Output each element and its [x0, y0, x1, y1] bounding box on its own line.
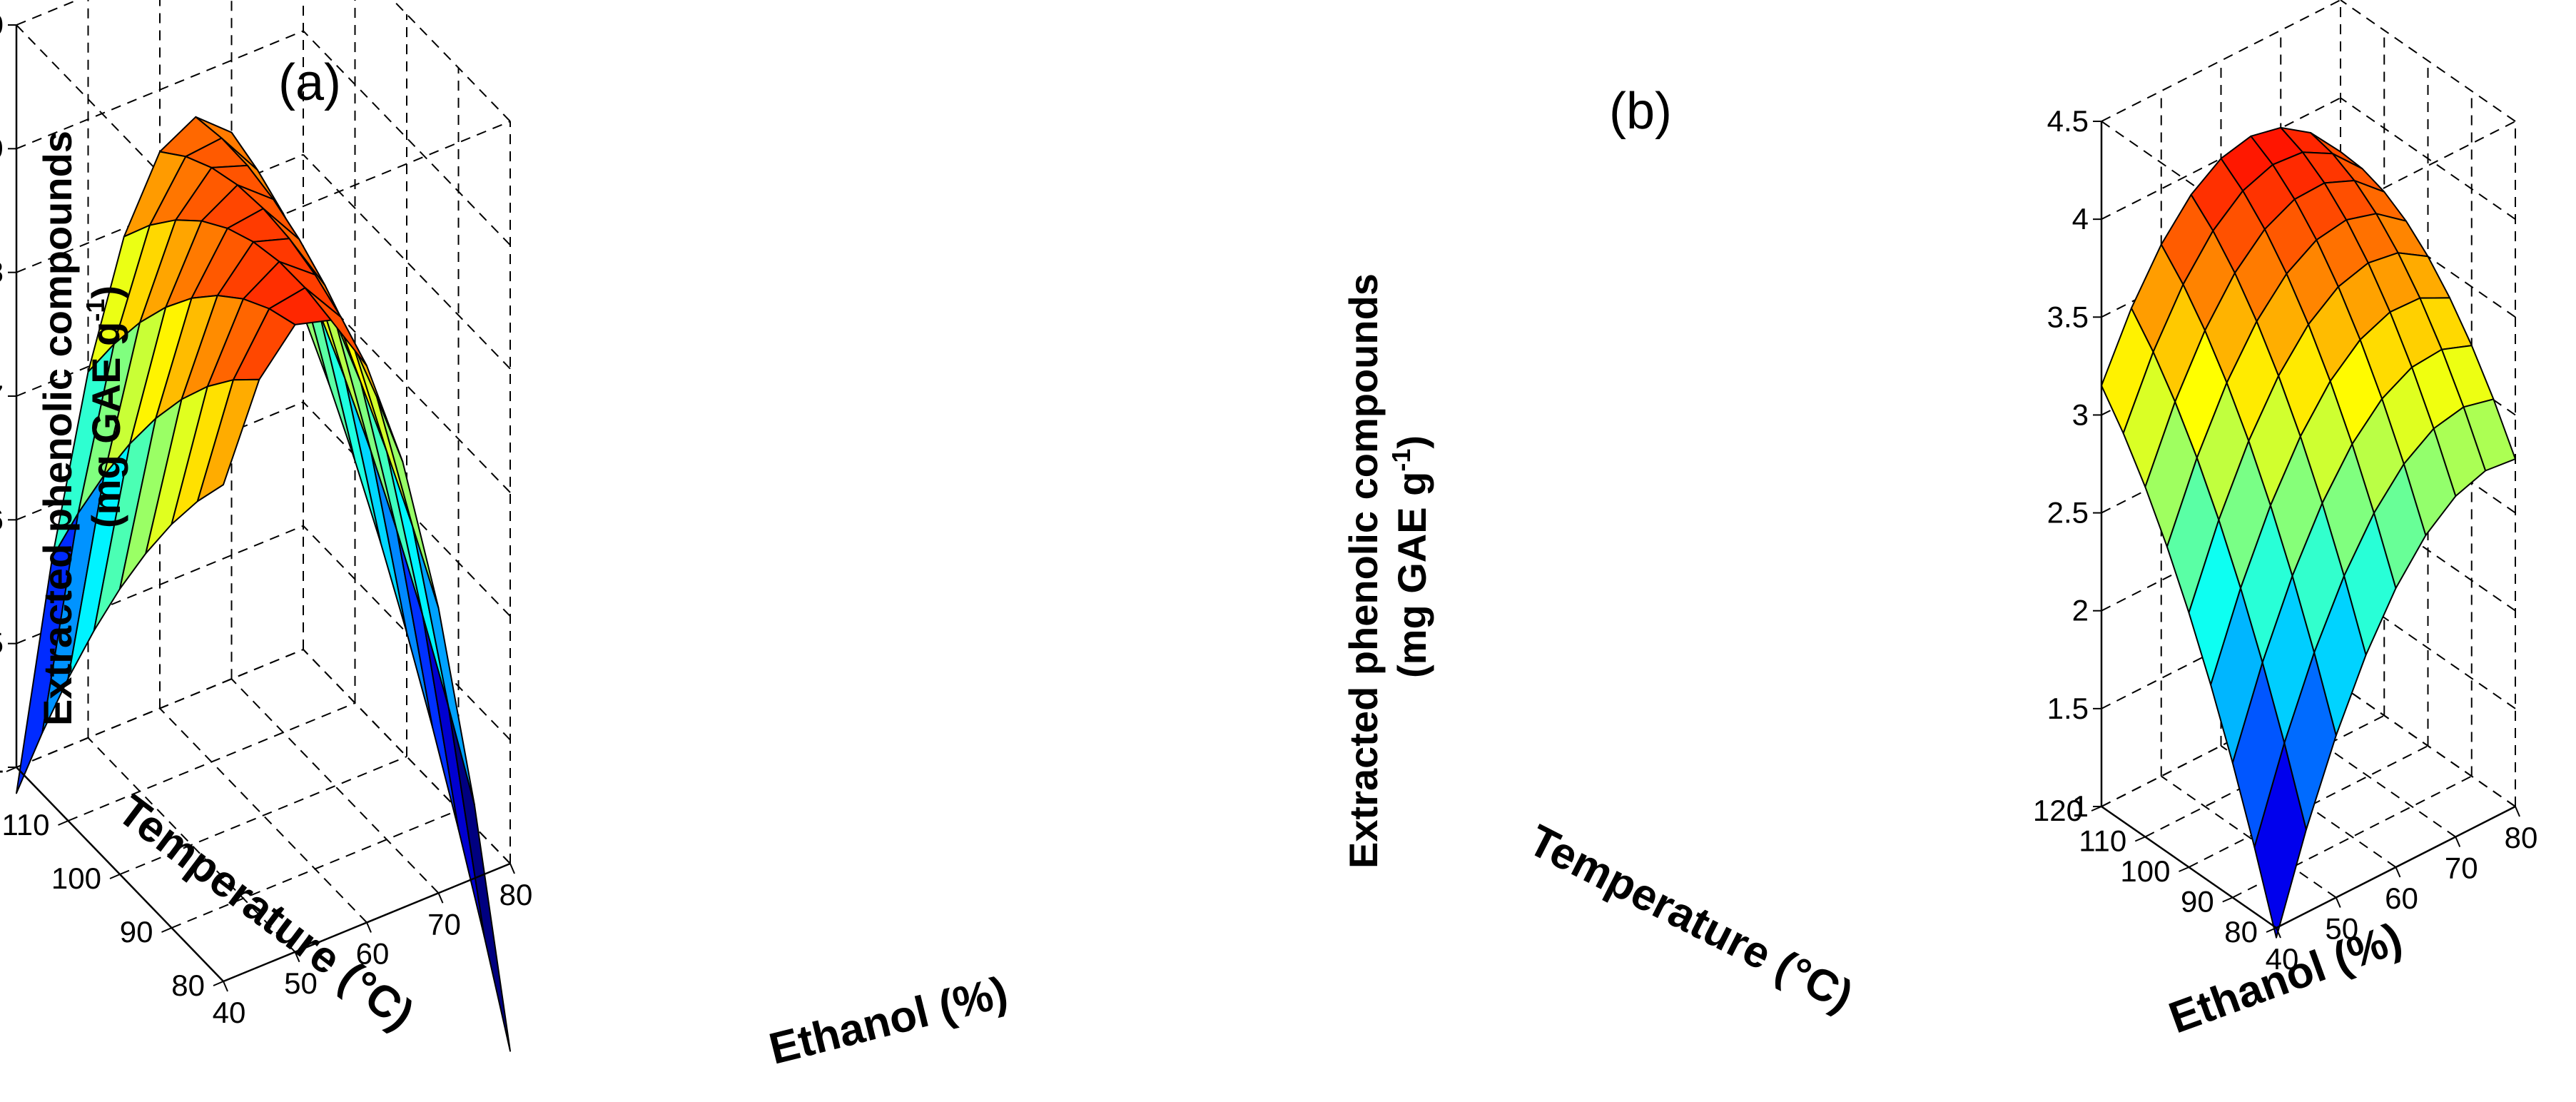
x-tick-mark-3 — [2455, 836, 2461, 847]
x-tick-label-3: 70 — [2445, 851, 2478, 885]
wall2-grid-z-2 — [303, 401, 511, 617]
z-tick-label-6: 10 — [0, 8, 4, 41]
y-tick-label-0: 80 — [171, 969, 205, 1002]
surface-patch-0-0 — [196, 378, 260, 502]
y-tick-mark-1 — [161, 927, 172, 933]
panel-a-label: (a) — [278, 54, 341, 111]
z-tick-label-0: 4 — [0, 750, 4, 784]
wall1-grid-z-6 — [2101, 97, 2341, 221]
panel-b-x-ticks: 40 50 60 70 80 — [2266, 806, 2538, 976]
panel-b-zlabel-line2: (mg GAE g-1) — [1386, 435, 1434, 678]
panel-a-zlabel-line1: Extracted phenolic compounds — [35, 131, 80, 726]
x-tick-label-1: 50 — [2325, 912, 2358, 946]
x-tick-label-2: 60 — [356, 937, 390, 971]
floor-grid-temp-1 — [171, 809, 459, 929]
panel-b-zlabel-line1: Extracted phenolic compounds — [1341, 273, 1386, 869]
y-tick-label-1: 90 — [2181, 885, 2214, 919]
x-tick-label-4: 80 — [2505, 821, 2538, 854]
x-tick-mark-4 — [2515, 806, 2520, 817]
surface-patch-0-0 — [2253, 742, 2307, 939]
z-tick-label-6: 4 — [2072, 202, 2089, 236]
x-tick-mark-1 — [294, 951, 300, 963]
box-top-edge-1 — [2276, 121, 2516, 243]
panel-a-surface — [16, 116, 511, 1052]
z-tick-label-4: 8 — [0, 256, 4, 289]
wall2-grid-z-0 — [303, 649, 511, 864]
x-tick-label-2: 60 — [2385, 881, 2418, 915]
wall1-grid-z-6 — [16, 0, 79, 26]
y-tick-label-4: 120 — [2033, 794, 2083, 827]
x-tick-mark-0 — [2276, 927, 2281, 939]
wall2-grid-z-1 — [303, 525, 511, 741]
y-tick-label-0: 80 — [2224, 915, 2258, 949]
y-tick-mark-1 — [2222, 896, 2233, 903]
y-tick-label-3: 110 — [2079, 824, 2126, 858]
floor-grid-temp-3 — [68, 702, 355, 822]
x-tick-label-0: 40 — [213, 996, 246, 1029]
floor-grid-temp-1 — [2232, 775, 2473, 899]
floor-grid-ethanol-1 — [87, 737, 296, 953]
y-tick-label-3: 110 — [2, 808, 50, 841]
x-tick-mark-3 — [437, 892, 444, 904]
panel-a-x-ticks: 40 50 60 70 80 — [213, 863, 533, 1029]
y-tick-label-2: 100 — [51, 861, 101, 895]
x-tick-mark-4 — [509, 863, 515, 874]
z-tick-label-3: 7 — [0, 379, 4, 413]
panel-a-zlabel-line2: (mg GAE g-1) — [81, 285, 128, 528]
floor-grid-temp-2 — [2189, 745, 2428, 868]
wall2-grid-z-7 — [2340, 0, 2516, 122]
x-tick-label-4: 80 — [500, 878, 533, 911]
x-tick-label-3: 70 — [427, 907, 461, 941]
x-tick-mark-0 — [223, 981, 228, 992]
y-tick-label-1: 90 — [120, 915, 153, 949]
wall2-grid-z-4 — [303, 153, 511, 370]
z-tick-label-2: 6 — [0, 502, 4, 536]
z-tick-label-2: 2 — [2072, 594, 2089, 627]
panel-b-z-ticks: 1 1.5 2 2.5 3 3.5 4 4.5 — [2047, 104, 2101, 823]
x-tick-label-0: 40 — [2266, 942, 2299, 976]
panel-b-label: (b) — [1609, 83, 1672, 140]
panel-b-surface — [2101, 126, 2516, 939]
y-tick-mark-3 — [58, 820, 69, 826]
panel-a-z-ticks: 4 5 6 7 8 9 10 — [0, 8, 16, 784]
y-tick-mark-2 — [109, 874, 121, 879]
z-tick-label-1: 5 — [0, 627, 4, 660]
z-tick-label-4: 3 — [2072, 398, 2089, 431]
panel-b-xlabel: Ethanol (%) — [2163, 914, 2408, 1043]
y-tick-label-2: 100 — [2120, 854, 2170, 888]
y-tick-mark-0 — [213, 981, 224, 986]
x-tick-mark-1 — [2335, 897, 2341, 908]
x-tick-mark-2 — [366, 922, 372, 933]
panel-b-ylabel: Temperature (°C) — [1521, 816, 1860, 1021]
floor-grid-ethanol-3 — [230, 678, 440, 894]
x-tick-mark-2 — [2395, 866, 2401, 878]
y-tick-mark-3 — [2134, 836, 2146, 842]
wall1-grid-z-7 — [2101, 0, 2341, 122]
z-tick-label-7: 4.5 — [2047, 104, 2089, 138]
floor-grid-ethanol-1 — [2161, 775, 2337, 899]
floor-grid-temp-2 — [119, 756, 407, 875]
floor-grid-temp-3 — [2144, 714, 2385, 838]
floor-grid-ethanol-2 — [159, 707, 367, 924]
wall2-grid-z-5 — [303, 30, 511, 246]
panel-a-xlabel: Ethanol (%) — [764, 967, 1013, 1073]
z-tick-label-5: 3.5 — [2047, 300, 2089, 333]
z-tick-label-3: 2.5 — [2047, 496, 2089, 530]
x-tick-label-1: 50 — [284, 966, 318, 1000]
z-tick-label-1: 1.5 — [2047, 692, 2089, 725]
y-tick-mark-2 — [2179, 866, 2189, 872]
surface-patch-7-1 — [422, 615, 485, 938]
z-tick-label-0: 1 — [2072, 789, 2089, 823]
y-tick-mark-0 — [2266, 927, 2277, 933]
z-tick-label-5: 9 — [0, 131, 4, 165]
